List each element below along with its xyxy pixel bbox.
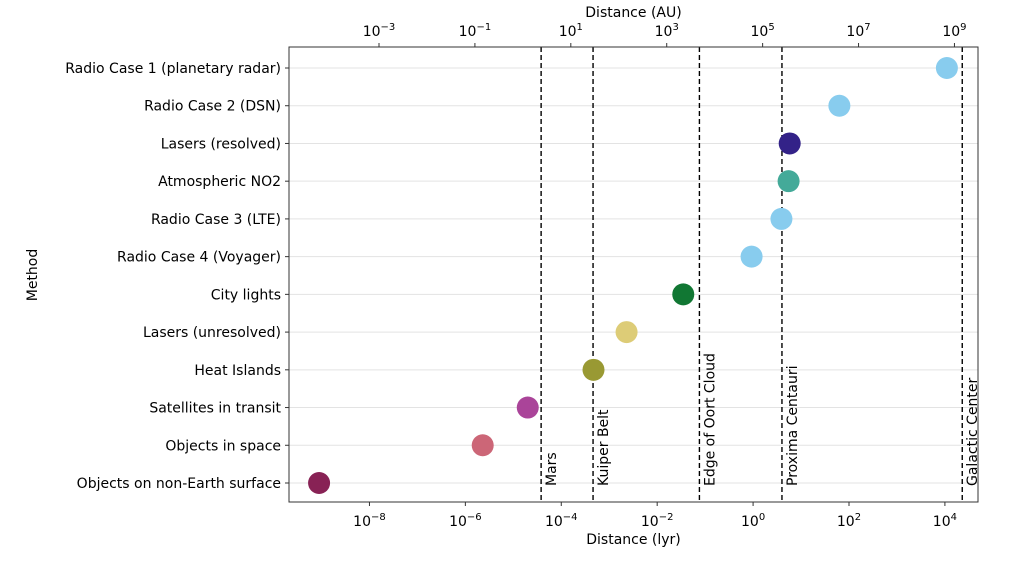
data-point	[615, 321, 638, 344]
x-tick-label: 10−2	[641, 512, 674, 530]
x-tick-label: 104	[933, 512, 957, 530]
data-point	[770, 207, 793, 230]
reference-line-label: Proxima Centauri	[785, 366, 801, 486]
plot-frame	[288, 46, 979, 503]
y-tick-label: Lasers (unresolved)	[143, 325, 281, 341]
y-tick-label: Radio Case 3 (LTE)	[151, 212, 281, 228]
x-tick-label: 10−8	[353, 512, 386, 530]
y-tick-label: Satellites in transit	[149, 401, 281, 417]
y-tick-label: Objects in space	[165, 438, 281, 454]
x2-tick-label: 10−3	[363, 22, 396, 40]
data-point	[777, 170, 800, 193]
y-tick-label: City lights	[211, 287, 281, 303]
x2-tick-label: 105	[751, 22, 775, 40]
data-point	[516, 396, 539, 419]
x2-tick-label: 109	[942, 22, 966, 40]
x2-tick-label: 103	[655, 22, 679, 40]
data-point	[308, 472, 331, 494]
y-tick-label: Atmospheric NO2	[158, 174, 281, 190]
x2-tick-label: 101	[559, 22, 583, 40]
y-tick-label: Objects on non-Earth surface	[77, 476, 281, 492]
y-axis-label: Method	[25, 249, 41, 302]
reference-line-label: Galactic Center	[965, 378, 981, 486]
y-tick-label: Radio Case 1 (planetary radar)	[65, 61, 281, 77]
y-tick-label: Radio Case 2 (DSN)	[144, 99, 281, 115]
x2-tick-label: 107	[846, 22, 870, 40]
reference-line-label: Edge of Oort Cloud	[702, 353, 718, 486]
x-tick-label: 10−6	[449, 512, 482, 530]
x2-axis-label: Distance (AU)	[585, 5, 681, 21]
reference-line-label: Mars	[544, 452, 560, 486]
data-point	[672, 283, 695, 306]
x-tick-label: 100	[741, 512, 765, 530]
reference-line-label: Kuiper Belt	[596, 409, 612, 486]
x-axis-label: Distance (lyr)	[586, 532, 681, 548]
data-point	[740, 245, 763, 268]
data-point	[828, 94, 851, 117]
data-point	[471, 434, 494, 457]
data-point	[935, 57, 958, 79]
y-tick-label: Heat Islands	[194, 363, 281, 379]
x2-tick-label: 10−1	[459, 22, 492, 40]
y-tick-label: Radio Case 4 (Voyager)	[117, 250, 281, 266]
x-tick-label: 102	[837, 512, 861, 530]
x-tick-label: 10−4	[545, 512, 578, 530]
data-point	[582, 358, 605, 381]
data-point	[778, 132, 801, 155]
y-tick-label: Lasers (resolved)	[161, 136, 281, 152]
